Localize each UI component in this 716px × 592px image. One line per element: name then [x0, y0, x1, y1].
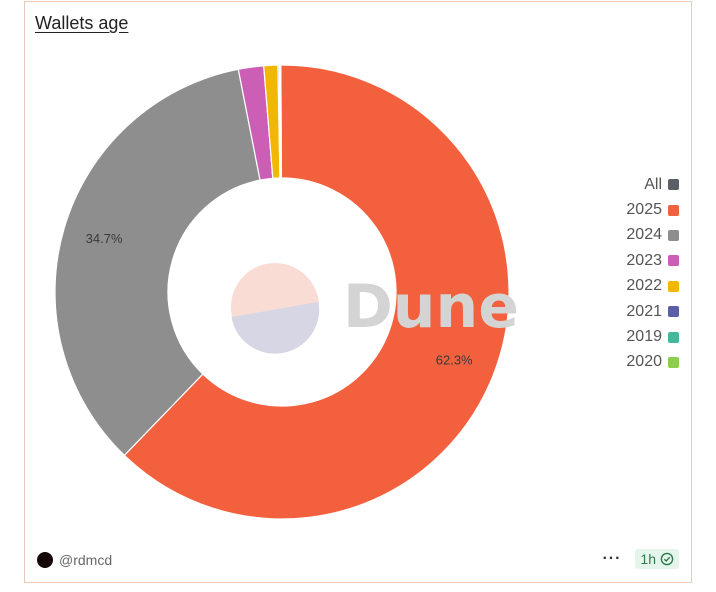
legend-swatch [668, 331, 679, 343]
legend-item-2019[interactable]: 2019 [569, 324, 679, 349]
legend-label: All [644, 175, 662, 193]
avatar [37, 552, 53, 568]
legend-swatch [668, 229, 679, 241]
author-name: @rdmcd [59, 552, 113, 568]
more-horizontal-icon[interactable]: ··· [602, 550, 622, 567]
refresh-time: 1h [640, 551, 656, 567]
data-label-2025: 62.3% [436, 352, 473, 367]
legend-label: 2024 [626, 226, 662, 244]
slice-2020[interactable] [279, 64, 282, 179]
watermark-text: Dune [343, 272, 519, 342]
legend-label: 2025 [626, 201, 662, 219]
legend-item-all[interactable]: All [569, 172, 679, 197]
legend-item-2025[interactable]: 2025 [569, 197, 679, 222]
legend-item-2021[interactable]: 2021 [569, 299, 679, 324]
legend-swatch [668, 204, 679, 216]
legend-item-2024[interactable]: 2024 [569, 223, 679, 248]
legend-label: 2023 [626, 251, 662, 269]
chart-title[interactable]: Wallets age [35, 13, 129, 33]
slice-2024[interactable] [54, 68, 261, 457]
footer-actions: ··· 1h [602, 549, 679, 569]
refresh-badge[interactable]: 1h [635, 549, 679, 569]
legend-label: 2019 [626, 328, 662, 346]
legend-swatch [668, 356, 679, 368]
legend-item-2022[interactable]: 2022 [569, 274, 679, 299]
legend-swatch [668, 255, 679, 267]
legend-item-2020[interactable]: 2020 [569, 350, 679, 375]
legend: All 2025 2024 2023 2022 2021 2019 2020 [569, 172, 679, 375]
chart-card: Wallets age 62.3% 34.7% Dune All 2025 2024 20… [24, 1, 692, 583]
legend-item-2023[interactable]: 2023 [569, 248, 679, 273]
data-label-2024: 34.7% [86, 231, 123, 246]
legend-swatch [668, 179, 679, 191]
legend-swatch [668, 306, 679, 318]
legend-swatch [668, 280, 679, 292]
donut-chart: 62.3% 34.7% Dune [54, 64, 519, 520]
legend-label: 2022 [626, 277, 662, 295]
legend-label: 2020 [626, 353, 662, 371]
legend-label: 2021 [626, 302, 662, 320]
author[interactable]: @rdmcd [37, 552, 112, 568]
slice-2025[interactable] [123, 64, 510, 520]
check-circle-icon [660, 552, 674, 566]
dune-logo-icon [231, 263, 320, 354]
